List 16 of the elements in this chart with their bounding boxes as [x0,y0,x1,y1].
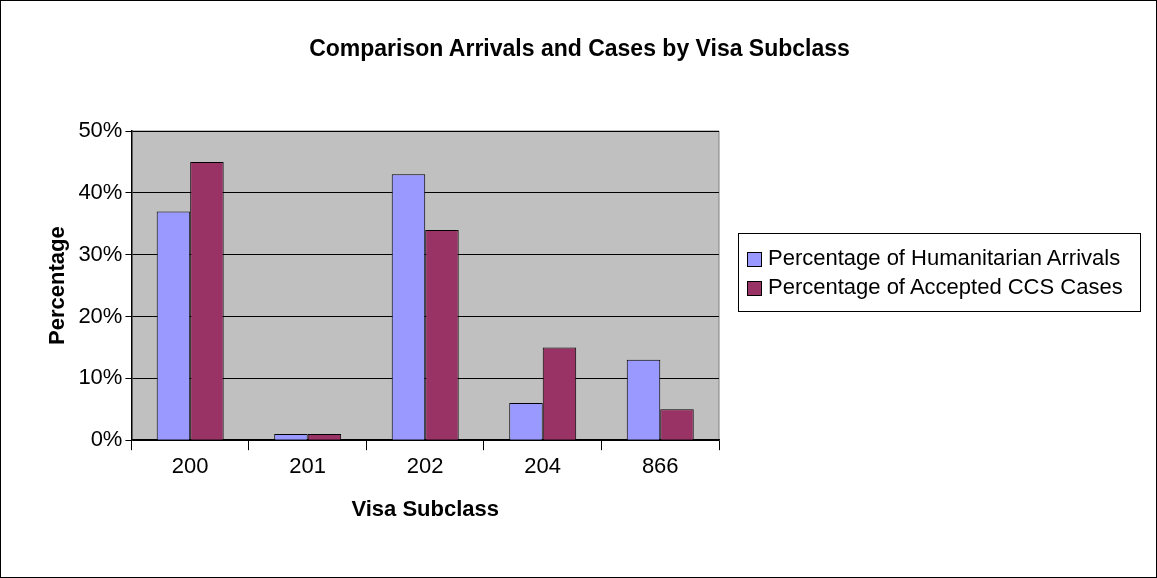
y-tick-label: 30% [78,240,123,266]
x-tick-label: 866 [641,453,679,479]
legend-label: Percentage of Humanitarian Arrivals [768,245,1121,271]
x-tick-label: 200 [171,453,209,479]
chart-title: Comparison Arrivals and Cases by Visa Subclass [308,35,851,62]
y-tick-label: 50% [78,117,123,143]
y-tick-label: 0% [90,426,123,452]
x-tick-label: 201 [289,453,327,479]
x-tick-label: 204 [524,453,562,479]
y-axis-title: Percentage [44,226,70,345]
y-tick-label: 10% [78,364,123,390]
y-tick-label: 20% [78,302,123,328]
x-axis-title: Visa Subclass [351,495,500,521]
x-tick-label: 202 [406,453,444,479]
legend-label: Percentage of Accepted CCS Cases [768,274,1123,300]
y-tick-label: 40% [78,178,123,204]
